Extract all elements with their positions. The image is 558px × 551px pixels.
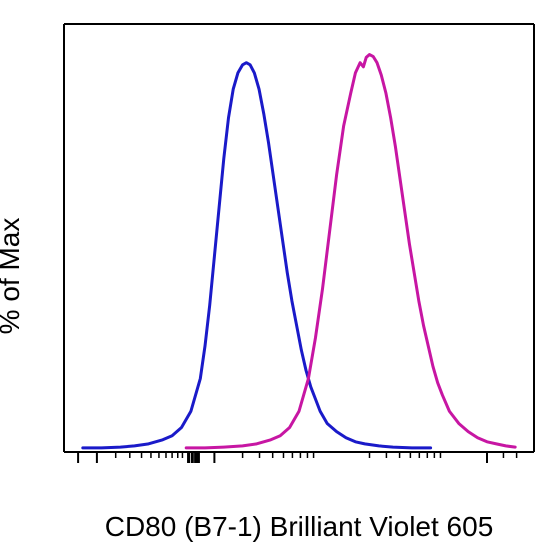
x-axis-label: CD80 (B7-1) Brilliant Violet 605 (60, 511, 538, 543)
plot-area (60, 20, 538, 480)
chart-container: % of Max CD80 (B7-1) Brilliant Violet 60… (0, 0, 558, 551)
plot-svg (60, 20, 538, 480)
y-axis-label: % of Max (0, 217, 26, 334)
